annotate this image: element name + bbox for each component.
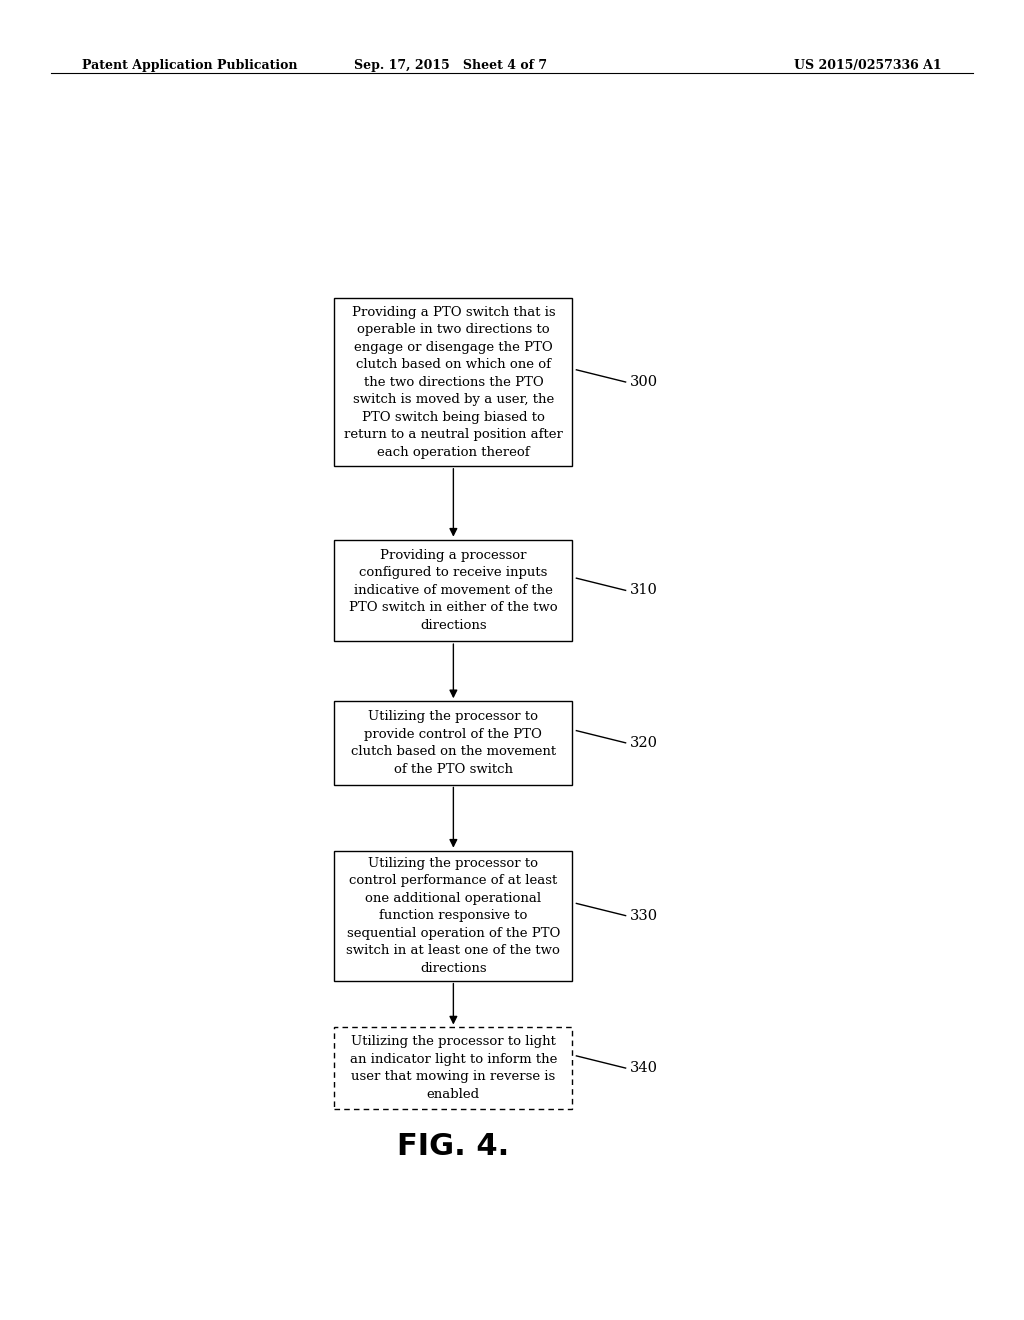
Text: 310: 310: [631, 583, 658, 598]
Text: Patent Application Publication: Patent Application Publication: [82, 59, 297, 73]
Text: Providing a processor
configured to receive inputs
indicative of movement of the: Providing a processor configured to rece…: [349, 549, 558, 632]
Text: Providing a PTO switch that is
operable in two directions to
engage or disengage: Providing a PTO switch that is operable …: [344, 305, 563, 458]
Text: Utilizing the processor to light
an indicator light to inform the
user that mowi: Utilizing the processor to light an indi…: [349, 1035, 557, 1101]
Text: FIG. 4.: FIG. 4.: [397, 1131, 510, 1160]
Text: Utilizing the processor to
control performance of at least
one additional operat: Utilizing the processor to control perfo…: [346, 857, 560, 974]
FancyBboxPatch shape: [334, 540, 572, 642]
Text: 320: 320: [631, 735, 658, 750]
FancyBboxPatch shape: [334, 701, 572, 784]
Text: US 2015/0257336 A1: US 2015/0257336 A1: [795, 59, 942, 73]
FancyBboxPatch shape: [334, 1027, 572, 1109]
FancyBboxPatch shape: [334, 298, 572, 466]
Text: 300: 300: [631, 375, 658, 389]
Text: Sep. 17, 2015   Sheet 4 of 7: Sep. 17, 2015 Sheet 4 of 7: [354, 59, 547, 73]
Text: Utilizing the processor to
provide control of the PTO
clutch based on the moveme: Utilizing the processor to provide contr…: [351, 710, 556, 776]
FancyBboxPatch shape: [334, 850, 572, 981]
Text: 330: 330: [631, 908, 658, 923]
Text: 340: 340: [631, 1061, 658, 1074]
